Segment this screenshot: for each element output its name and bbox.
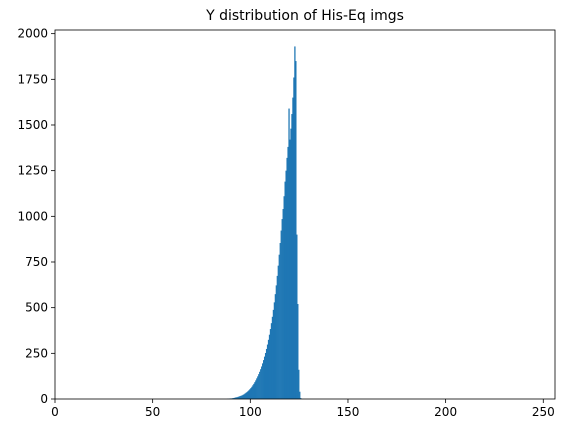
histogram-bar — [269, 329, 272, 399]
histogram-bar — [283, 196, 285, 399]
histogram-bar — [280, 230, 282, 399]
histogram-bar — [287, 146, 289, 399]
histogram-bar — [281, 219, 283, 399]
histogram-bar — [279, 243, 281, 399]
y-tick-label: 0 — [40, 392, 48, 406]
histogram-bar — [259, 371, 261, 399]
y-axis: 0 250 500 750 1000 1250 1500 1750 2000 — [17, 27, 55, 406]
histogram-bar — [271, 316, 274, 399]
chart-title: Y distribution of His-Eq imgs — [205, 8, 404, 24]
histogram-bar — [250, 388, 252, 399]
histogram-bar — [282, 209, 284, 399]
histogram-bar — [234, 397, 236, 399]
histogram-bar — [276, 275, 278, 399]
histogram-bar — [252, 385, 254, 399]
histogram-bar — [255, 380, 257, 399]
x-tick-label: 0 — [51, 405, 59, 419]
histogram-bar — [299, 391, 301, 399]
histogram-bars — [226, 46, 302, 400]
histogram-bar — [290, 128, 292, 399]
histogram-bar — [238, 396, 240, 399]
histogram-bar — [270, 323, 273, 399]
histogram-bar — [243, 394, 245, 399]
histogram-bar — [300, 398, 302, 399]
histogram-bar — [253, 383, 255, 399]
histogram-bar — [264, 352, 267, 399]
histogram-bar — [285, 170, 287, 399]
histogram-bar — [246, 392, 248, 399]
histogram-bar — [262, 363, 264, 399]
y-tick-label: 750 — [25, 255, 48, 269]
histogram-bar — [296, 234, 298, 399]
histogram-bar — [268, 334, 271, 399]
y-tick-label: 1500 — [17, 118, 48, 132]
histogram-bar — [275, 285, 277, 399]
histogram-bar — [240, 395, 242, 399]
histogram-bar — [236, 397, 238, 399]
histogram-bar — [273, 302, 276, 399]
histogram-bar — [249, 389, 251, 399]
histogram-bar — [237, 396, 239, 399]
x-tick-label: 150 — [337, 405, 360, 419]
histogram-bar — [254, 382, 256, 399]
histogram-bar — [293, 77, 295, 399]
x-tick-label: 250 — [532, 405, 555, 419]
plot-frame — [54, 29, 556, 400]
histogram-bar — [278, 254, 280, 399]
histogram-bar — [247, 391, 249, 399]
y-tick-label: 250 — [25, 346, 48, 360]
histogram-bar — [265, 348, 268, 399]
y-tick-label: 500 — [25, 301, 48, 315]
histogram-bar — [294, 46, 296, 399]
histogram-bar — [242, 394, 244, 399]
histogram-bar — [235, 397, 237, 399]
histogram-bar — [257, 376, 259, 399]
y-tick-label: 1750 — [17, 72, 48, 86]
histogram-bar — [239, 396, 241, 399]
histogram-bar — [267, 339, 270, 399]
y-tick-label: 1000 — [17, 209, 48, 223]
histogram-bar — [274, 294, 277, 399]
histogram-bar — [258, 374, 260, 399]
histogram-bar — [288, 108, 290, 400]
x-axis: 0 50 100 150 200 250 — [51, 399, 555, 419]
histogram-bar — [298, 369, 300, 399]
histogram-bar — [261, 366, 263, 399]
histogram-bar — [286, 157, 288, 399]
histogram-bar — [233, 397, 235, 399]
histogram-bar — [291, 114, 293, 399]
histogram-bar — [248, 390, 250, 399]
histogram-bar — [245, 392, 247, 399]
histogram-bar — [232, 398, 235, 399]
x-tick-label: 200 — [434, 405, 457, 419]
histogram-bar — [260, 369, 262, 399]
histogram-bar — [251, 386, 253, 399]
histogram-bar — [256, 378, 258, 399]
x-tick-label: 50 — [145, 405, 160, 419]
histogram-bar — [266, 344, 269, 399]
histogram-bar — [295, 61, 297, 400]
histogram-bar — [263, 360, 265, 399]
histogram-bar — [297, 304, 299, 399]
histogram-bar — [272, 309, 275, 399]
histogram-bar — [244, 393, 246, 399]
histogram-bar — [241, 395, 243, 399]
y-tick-label: 1250 — [17, 164, 48, 178]
histogram-bar — [277, 265, 279, 399]
histogram-bar — [284, 181, 286, 399]
y-tick-label: 2000 — [17, 27, 48, 41]
histogram-bar — [289, 139, 291, 399]
histogram-bar — [263, 356, 266, 399]
x-tick-label: 100 — [239, 405, 262, 419]
histogram-bar — [292, 97, 294, 399]
